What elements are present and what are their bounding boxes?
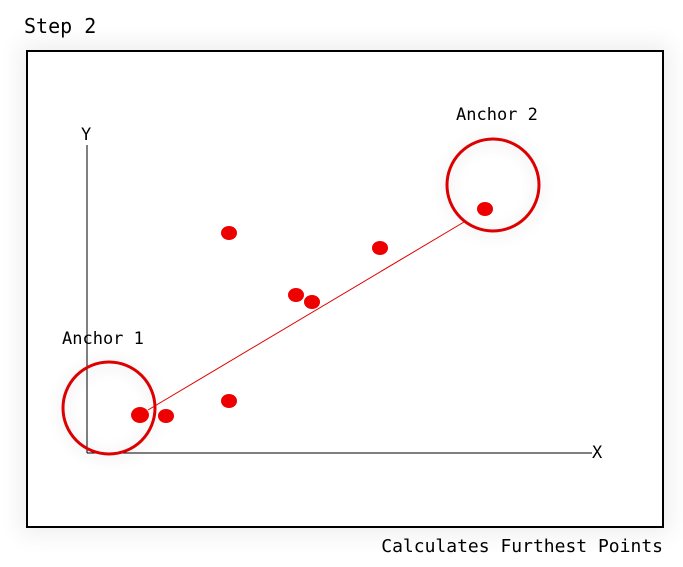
caption: Calculates Furthest Points [381, 536, 663, 557]
data-point [221, 394, 237, 408]
anchor-connection-line [147, 221, 465, 411]
x-axis-label: X [592, 443, 603, 463]
data-point [221, 226, 237, 240]
anchor-1-label: Anchor 1 [62, 329, 144, 349]
data-point [158, 409, 174, 423]
anchor-2-circle [445, 137, 541, 233]
data-point [304, 295, 320, 309]
anchor-1-circle [61, 360, 157, 456]
data-point [288, 288, 304, 302]
data-point [131, 407, 149, 423]
data-point [477, 202, 493, 216]
anchor-2-label: Anchor 2 [456, 105, 538, 125]
y-axis-label: Y [81, 125, 91, 145]
step-title: Step 2 [24, 14, 97, 38]
data-point [372, 241, 388, 255]
